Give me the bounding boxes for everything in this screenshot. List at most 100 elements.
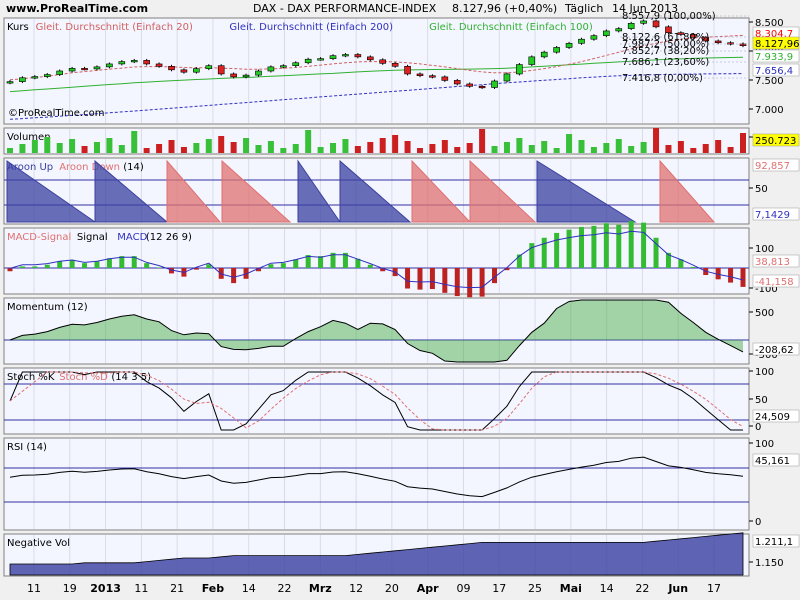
x-axis-label: 22 <box>278 582 292 595</box>
panel-momentum <box>3 297 750 365</box>
value-badge: -41,158 <box>755 277 794 288</box>
legend-stoch-0: Stoch %K <box>7 372 55 383</box>
volume-bar <box>267 141 274 153</box>
macd-histogram-bar <box>7 268 13 272</box>
candle-body <box>93 66 101 70</box>
macd-histogram-bar <box>318 256 324 268</box>
value-badge-bg <box>752 409 800 423</box>
volume-bar <box>590 147 597 153</box>
macd-histogram-bar <box>653 237 659 268</box>
macd-histogram-bar <box>380 268 386 272</box>
last-quote: 8.127,96 (+0,40%) <box>452 2 558 15</box>
legend-stoch-2: (14 3 5) <box>111 372 151 383</box>
legend-price-3: Gleit. Durchschnitt (Einfach 100) <box>429 22 593 33</box>
volume-bar <box>578 140 585 153</box>
x-axis-label: 19 <box>63 582 77 595</box>
macd-histogram-bar <box>690 266 696 268</box>
volume-bar <box>292 144 299 153</box>
legend-price-2: Gleit. Durchschnitt (Einfach 200) <box>229 22 393 33</box>
value-badge-bg <box>752 342 800 356</box>
candle-body <box>690 34 697 38</box>
y-tick-label: 100 <box>755 367 774 378</box>
candle-body <box>379 59 387 64</box>
x-axis-label: 12 <box>349 582 363 595</box>
x-axis-label: Mai <box>560 582 582 595</box>
macd-histogram-bar <box>193 268 199 270</box>
candle-body <box>31 76 39 79</box>
macd-histogram-bar <box>728 268 734 283</box>
volume-bar <box>305 130 312 153</box>
y-tick-label: 7.000 <box>755 105 784 116</box>
macd-histogram-bar <box>429 268 435 290</box>
volume-bar <box>416 148 423 153</box>
macd-histogram-bar <box>504 268 510 271</box>
x-axis-label: 09 <box>456 582 470 595</box>
macd-histogram-bar <box>616 224 622 268</box>
macd-histogram-bar <box>131 256 137 268</box>
candle-body <box>329 55 337 59</box>
value-badge: 38,813 <box>755 257 790 268</box>
volume-bar <box>7 148 13 153</box>
candle-body <box>43 74 51 77</box>
fib-label: 7.852,7 (38,20%) <box>622 46 709 57</box>
y-tick-label: -500 <box>755 350 778 361</box>
volume-bar <box>56 143 63 153</box>
candle-body <box>81 68 88 71</box>
chart-header: www.ProRealTime.com DAX - DAX PERFORMANC… <box>0 0 800 22</box>
value-badge-bg <box>752 207 800 221</box>
candle-body <box>391 63 399 67</box>
volume-bar <box>367 142 374 153</box>
macd-histogram-bar <box>417 268 423 290</box>
candle-body <box>354 54 362 58</box>
volume-bar <box>566 134 573 153</box>
macd-histogram-bar <box>342 252 348 268</box>
legend-macd-2: MACD <box>117 232 147 243</box>
x-axis-label: 11 <box>134 582 148 595</box>
candle-body <box>404 65 411 75</box>
candle-body <box>441 76 449 81</box>
legend-stoch-1: Stoch %D <box>59 372 108 383</box>
volume-bar <box>429 144 436 153</box>
x-axis-label: Apr <box>417 582 439 595</box>
volume-bar <box>640 142 647 153</box>
candle-body <box>652 20 660 28</box>
value-badge-bg <box>752 254 800 268</box>
macd-histogram-bar <box>19 266 25 268</box>
candle-body <box>416 73 424 77</box>
panel-rsi <box>3 437 750 531</box>
volume-bar <box>354 146 361 153</box>
x-axis-label: 2013 <box>90 582 121 595</box>
legend-momentum-0: Momentum (12) <box>7 302 88 313</box>
aroon-area <box>536 160 637 223</box>
value-badge: 7.933,9 <box>755 52 793 63</box>
candle-body <box>304 58 312 64</box>
volume-bar <box>118 145 125 153</box>
macd-histogram-bar <box>243 268 249 279</box>
fib-label: 7.987,2 (50,00%) <box>622 39 709 50</box>
candle-body <box>453 80 461 85</box>
legend-price-0: Kurs <box>7 22 29 33</box>
candle-body <box>739 43 747 46</box>
volume-bar <box>603 143 610 153</box>
site-name[interactable]: www.ProRealTime.com <box>6 2 149 15</box>
aroon-area <box>166 159 222 223</box>
candle-body <box>727 42 734 45</box>
candle-body <box>565 43 573 48</box>
y-tick-label: 100 <box>755 439 774 450</box>
candle-body <box>578 38 585 44</box>
period-label: Täglich <box>565 2 604 15</box>
value-badge: 1.211,1 <box>755 537 793 548</box>
fib-label: 8.122,6 (61,80%) <box>622 32 709 43</box>
volume-bar <box>180 147 187 153</box>
candle-body <box>280 65 287 68</box>
value-badge: 7,1429 <box>755 210 790 221</box>
x-axis-label: Feb <box>202 582 225 595</box>
candle-body <box>143 60 150 65</box>
stoch-d-line <box>9 371 744 431</box>
candle-body <box>503 73 511 82</box>
macd-histogram-bar <box>255 268 261 272</box>
candle-body <box>603 30 610 36</box>
macd-histogram-bar <box>442 268 448 293</box>
candle-body <box>168 65 175 71</box>
